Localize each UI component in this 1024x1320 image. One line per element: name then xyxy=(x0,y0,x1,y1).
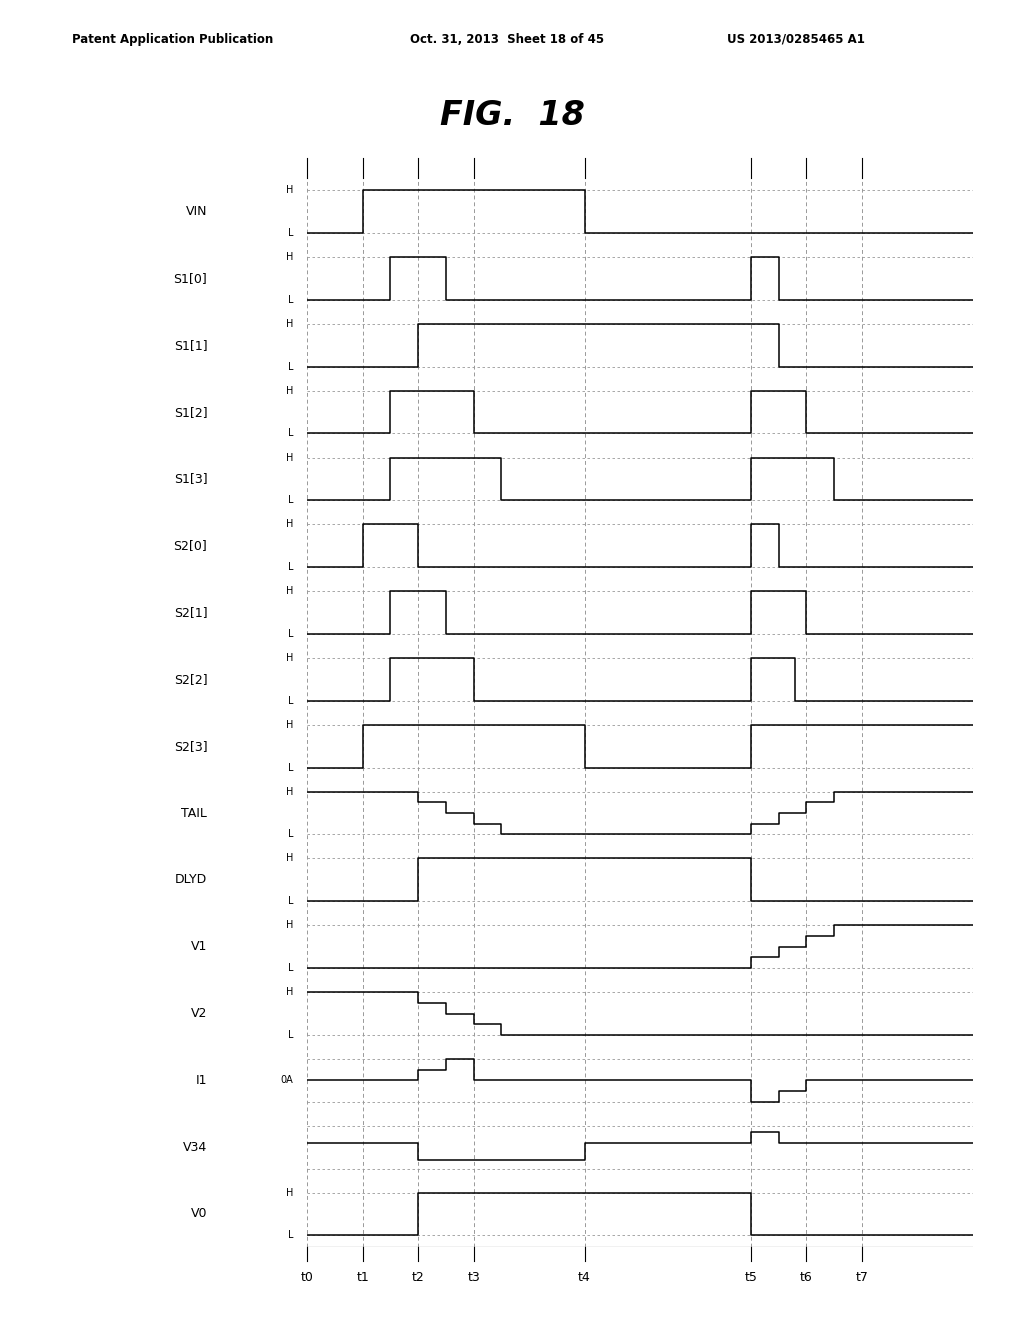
Text: S1[0]: S1[0] xyxy=(174,272,207,285)
Text: S2[1]: S2[1] xyxy=(174,606,207,619)
Text: t5: t5 xyxy=(744,1271,758,1284)
Text: US 2013/0285465 A1: US 2013/0285465 A1 xyxy=(727,33,865,46)
Text: S2[3]: S2[3] xyxy=(174,739,207,752)
Text: t4: t4 xyxy=(579,1271,591,1284)
Text: H: H xyxy=(286,319,293,329)
Text: H: H xyxy=(286,586,293,597)
Text: V2: V2 xyxy=(191,1007,207,1020)
Text: t0: t0 xyxy=(301,1271,313,1284)
Text: S1[1]: S1[1] xyxy=(174,339,207,351)
Text: t3: t3 xyxy=(467,1271,480,1284)
Text: H: H xyxy=(286,385,293,396)
Text: VIN: VIN xyxy=(186,205,207,218)
Text: L: L xyxy=(288,294,293,305)
Text: I1: I1 xyxy=(196,1074,207,1086)
Text: S1[2]: S1[2] xyxy=(174,405,207,418)
Text: 0A: 0A xyxy=(281,1076,293,1085)
Text: S2[0]: S2[0] xyxy=(174,540,207,552)
Text: L: L xyxy=(288,628,293,639)
Text: H: H xyxy=(286,854,293,863)
Text: t1: t1 xyxy=(356,1271,369,1284)
Text: t2: t2 xyxy=(412,1271,425,1284)
Text: V34: V34 xyxy=(183,1140,207,1154)
Text: V1: V1 xyxy=(191,940,207,953)
Text: L: L xyxy=(288,429,293,438)
Text: H: H xyxy=(286,987,293,997)
Text: L: L xyxy=(288,1230,293,1241)
Text: Patent Application Publication: Patent Application Publication xyxy=(72,33,273,46)
Text: t7: t7 xyxy=(855,1271,868,1284)
Text: L: L xyxy=(288,1030,293,1040)
Text: H: H xyxy=(286,653,293,663)
Text: S2[2]: S2[2] xyxy=(174,673,207,686)
Text: FIG.  18: FIG. 18 xyxy=(439,99,585,132)
Text: H: H xyxy=(286,1188,293,1197)
Text: L: L xyxy=(288,763,293,772)
Text: H: H xyxy=(286,252,293,263)
Text: H: H xyxy=(286,519,293,529)
Text: t6: t6 xyxy=(800,1271,813,1284)
Text: L: L xyxy=(288,362,293,372)
Text: H: H xyxy=(286,453,293,462)
Text: L: L xyxy=(288,495,293,506)
Text: H: H xyxy=(286,185,293,195)
Text: L: L xyxy=(288,228,293,238)
Text: S1[3]: S1[3] xyxy=(174,473,207,486)
Text: H: H xyxy=(286,787,293,797)
Text: V0: V0 xyxy=(190,1208,207,1221)
Text: L: L xyxy=(288,964,293,973)
Text: Oct. 31, 2013  Sheet 18 of 45: Oct. 31, 2013 Sheet 18 of 45 xyxy=(410,33,604,46)
Text: L: L xyxy=(288,829,293,840)
Text: L: L xyxy=(288,896,293,907)
Text: DLYD: DLYD xyxy=(175,874,207,886)
Text: H: H xyxy=(286,920,293,931)
Text: H: H xyxy=(286,719,293,730)
Text: L: L xyxy=(288,562,293,572)
Text: TAIL: TAIL xyxy=(181,807,207,820)
Text: L: L xyxy=(288,696,293,706)
